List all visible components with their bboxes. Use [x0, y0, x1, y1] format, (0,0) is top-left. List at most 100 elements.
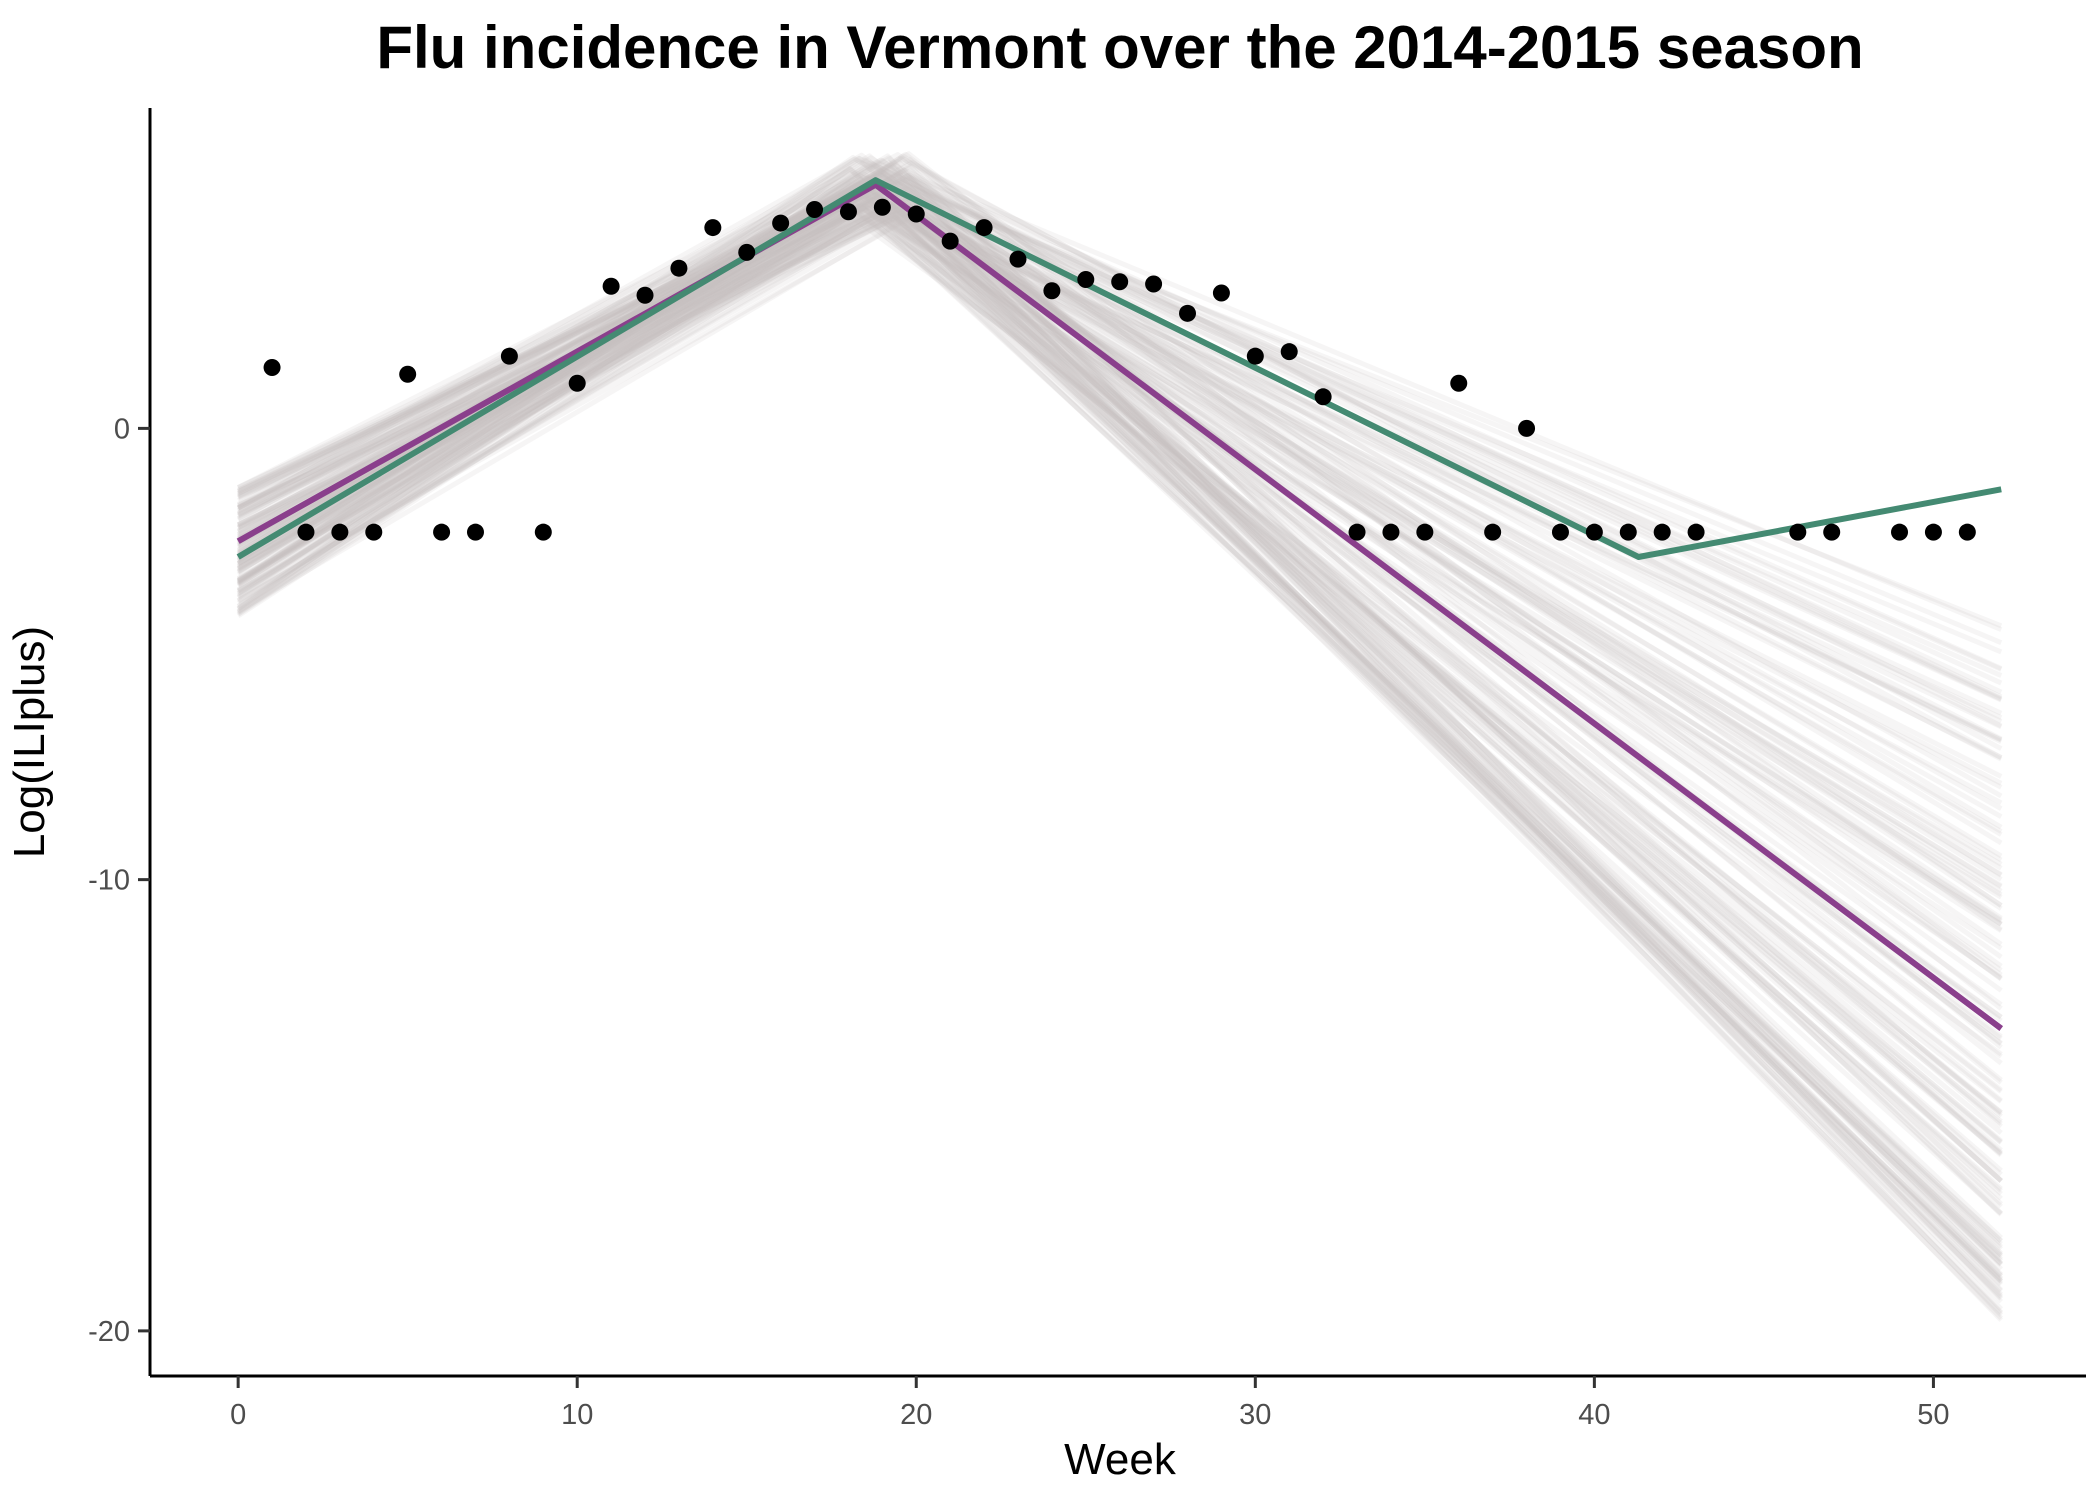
posterior-sample-line [236, 177, 2003, 889]
posterior-sample-line [237, 204, 2003, 867]
data-point [1450, 374, 1468, 392]
x-tick-label: 20 [900, 1399, 932, 1431]
data-point [1111, 273, 1129, 291]
data-point [365, 523, 383, 541]
posterior-sample-line [236, 211, 2003, 1283]
posterior-sample-line [237, 188, 2003, 1156]
posterior-sample-line [236, 197, 2003, 1193]
data-point [1958, 523, 1976, 541]
data-point [1551, 523, 1569, 541]
posterior-sample-lines [236, 151, 2004, 1322]
data-point [772, 214, 790, 232]
posterior-sample-line [236, 167, 2003, 859]
data-point [873, 198, 891, 216]
posterior-sample-line [237, 201, 2003, 900]
posterior-sample-line [237, 206, 2003, 933]
data-point [297, 523, 315, 541]
posterior-sample-line [237, 190, 2003, 716]
data-point [738, 243, 756, 261]
data-point [1687, 523, 1705, 541]
posterior-sample-line [236, 154, 2003, 878]
data-point [1348, 523, 1366, 541]
posterior-sample-line [236, 197, 2003, 1259]
x-axis-ticks: 0 10 20 30 40 50 [230, 1376, 1950, 1431]
posterior-sample-line [236, 160, 2003, 1184]
posterior-sample-line [236, 171, 2003, 1209]
data-point [1789, 523, 1807, 541]
posterior-sample-line [236, 172, 2003, 632]
x-tick-label: 0 [230, 1399, 246, 1431]
posterior-sample-line [236, 158, 2003, 1119]
posterior-sample-line [236, 171, 2003, 1267]
posterior-sample-line [236, 183, 2004, 1311]
posterior-sample-line [236, 188, 2003, 1094]
posterior-sample-line [237, 194, 2003, 744]
posterior-sample-line [236, 160, 2003, 960]
x-tick-label: 30 [1239, 1399, 1271, 1431]
posterior-sample-line [236, 163, 2004, 1278]
data-point [466, 523, 484, 541]
data-point [1891, 523, 1909, 541]
posterior-sample-line [236, 151, 2003, 978]
data-point [263, 358, 281, 376]
posterior-sample-line [237, 187, 2003, 1059]
posterior-sample-line [236, 174, 2003, 894]
posterior-sample-line [237, 190, 2003, 871]
data-point [1145, 275, 1163, 293]
data-point [331, 523, 349, 541]
data-point [1246, 347, 1264, 365]
posterior-sample-line [237, 157, 2003, 830]
fitted-lines [236, 177, 2004, 1031]
data-point [1043, 282, 1061, 300]
data-point [1009, 250, 1027, 268]
posterior-sample-line [236, 152, 2003, 932]
posterior-sample-line [236, 162, 2003, 700]
posterior-sample-line [236, 153, 2003, 1129]
posterior-sample-line [236, 200, 2003, 1153]
posterior-sample-line [236, 169, 2003, 702]
posterior-sample-line [236, 200, 2003, 927]
fit-line-green [236, 177, 2002, 560]
posterior-sample-line [237, 196, 2003, 1244]
fit-line-purple [236, 181, 2004, 1031]
posterior-sample-line [236, 204, 2003, 1046]
posterior-sample-line [236, 175, 2003, 908]
data-point [1924, 523, 1942, 541]
posterior-sample-line [237, 172, 2003, 1271]
y-tick-label: -10 [88, 865, 130, 897]
posterior-sample-line [237, 178, 2003, 646]
data-point [399, 365, 417, 383]
posterior-sample-line [237, 173, 2003, 799]
posterior-sample-line [236, 153, 2003, 908]
chart-title: Flu incidence in Vermont over the 2014-2… [376, 14, 1863, 81]
posterior-sample-line [236, 151, 2003, 1011]
posterior-sample-line [236, 181, 2003, 911]
posterior-sample-line [236, 188, 2003, 1183]
posterior-sample-line [236, 152, 2003, 1066]
data-point [975, 219, 993, 237]
posterior-sample-line [236, 162, 2004, 1300]
data-point [1585, 523, 1603, 541]
posterior-sample-line [237, 178, 2003, 1085]
posterior-sample-line [236, 193, 2003, 877]
data-point [433, 523, 451, 541]
posterior-sample-line [237, 168, 2003, 947]
posterior-sample-line [236, 164, 2003, 672]
y-axis-title: Log(ILIplus) [5, 626, 54, 858]
posterior-sample-line [236, 170, 2004, 1322]
posterior-sample-line [236, 177, 2003, 969]
posterior-sample-line [237, 172, 2003, 811]
y-tick-label: -20 [88, 1316, 130, 1348]
posterior-sample-line [236, 214, 2004, 1315]
posterior-sample-line [237, 174, 2003, 629]
posterior-sample-line [236, 200, 2003, 926]
posterior-sample-line [236, 166, 2004, 1321]
posterior-sample-line [236, 190, 2003, 678]
data-point [1416, 523, 1434, 541]
posterior-sample-line [236, 166, 2003, 1281]
data-point [534, 523, 552, 541]
posterior-sample-line [237, 165, 2004, 1277]
data-point [1179, 304, 1197, 322]
data-point [602, 277, 620, 295]
